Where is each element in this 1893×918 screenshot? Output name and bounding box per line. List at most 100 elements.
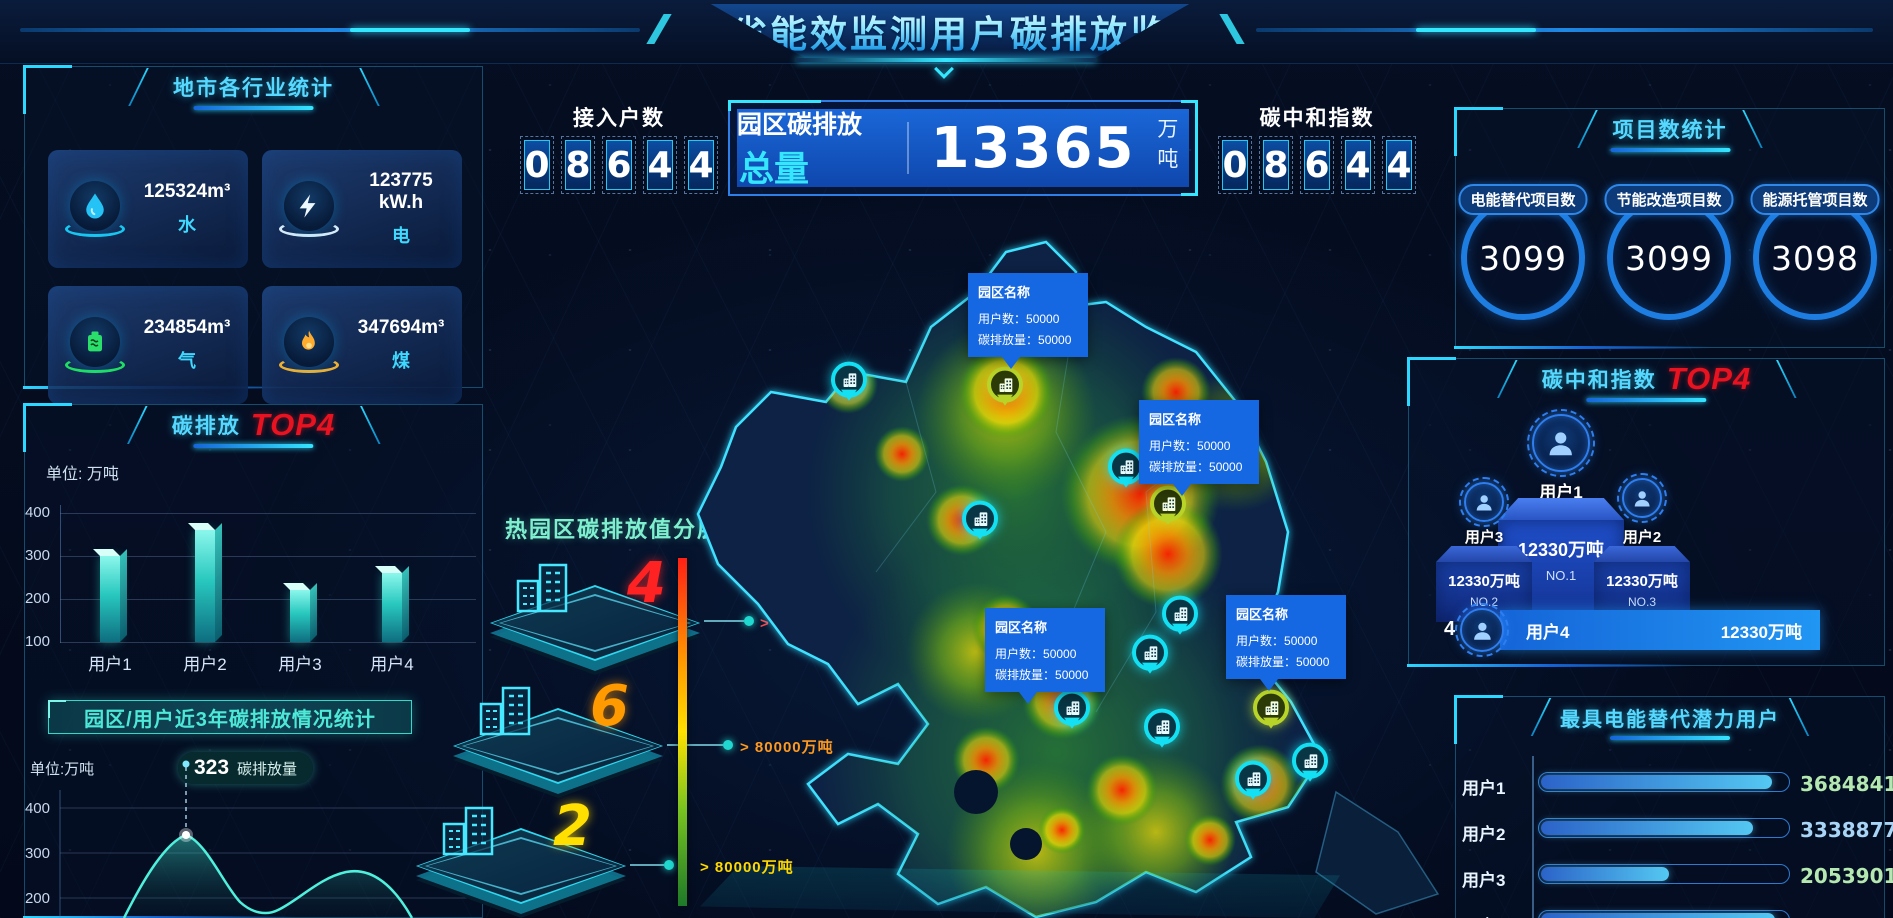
bar-user1 <box>93 549 127 642</box>
park-tooltip: 园区名称 用户数：50000 碳排放量：50000 <box>968 273 1088 369</box>
avatar-rank4 <box>1455 603 1509 657</box>
buildings-icon <box>432 804 504 861</box>
header-tick-left <box>646 14 672 44</box>
rank2-name: 用户3 <box>1464 529 1504 546</box>
total-emission-value: 13365 <box>930 115 1136 181</box>
stat-card-water: 125324m³ 水 <box>48 150 248 268</box>
layer-threshold: > 80000万吨 <box>740 739 834 756</box>
header-underline <box>796 58 1096 62</box>
header-right-decoration <box>1256 28 1873 32</box>
map-pin[interactable] <box>1054 689 1090 726</box>
map-pin[interactable] <box>1144 708 1180 745</box>
rank4-row[interactable]: 用户4 12330万吨 <box>1500 610 1820 650</box>
gridline <box>60 513 476 514</box>
counter-digit: 0 <box>1218 136 1252 194</box>
coal-value: 347694m³ <box>357 317 445 338</box>
line-chart-unit: 单位:万吨 <box>30 761 95 778</box>
counter-digit: 4 <box>684 136 718 194</box>
layer-count: 2 <box>553 794 592 859</box>
heat-colorbar <box>678 558 687 906</box>
counter-digit: 8 <box>561 136 595 194</box>
y-tick: 300 <box>24 547 50 564</box>
neutral-top4-tab: 碳中和指数 TOP4 <box>1496 358 1797 402</box>
layer-platform-3: 2 <box>416 794 626 918</box>
layers-title: 热园区碳排放值分层 <box>505 517 722 542</box>
potential-axis <box>1532 756 1534 918</box>
industry-stats-tab: 地市各行业统计 <box>127 66 380 110</box>
counter-digit: 0 <box>520 136 554 194</box>
header-bar: 全省能效监测用户碳排放监控 <box>0 0 1893 64</box>
electric-value: 123775 kW.h <box>369 170 433 213</box>
map-pin[interactable] <box>1132 634 1168 671</box>
gas-value: 234854m³ <box>143 317 231 338</box>
total-emission-title: 园区碳排放总量 <box>737 110 863 189</box>
history-stats-button[interactable]: 园区/用户近3年碳排放情况统计 <box>48 700 412 734</box>
map-pin[interactable] <box>1162 595 1198 632</box>
y-tick: 200 <box>24 890 50 907</box>
map-pin[interactable] <box>1108 448 1144 485</box>
connector-line <box>630 860 674 870</box>
park-tooltip: 园区名称 用户数：50000 碳排放量：50000 <box>985 608 1105 704</box>
connector-line <box>704 616 754 626</box>
project-count-circle: 3098 <box>1753 196 1877 320</box>
line-chart-tooltip: 323 碳排放量 <box>178 752 314 784</box>
stat-card-gas: 234854m³ 气 <box>48 286 248 404</box>
gridline <box>60 599 476 600</box>
park-tooltip: 园区名称 用户数：50000 碳排放量：50000 <box>1139 400 1259 496</box>
project-type-label: 电能替代项目数 <box>1458 184 1588 215</box>
y-tick: 100 <box>24 633 50 650</box>
counter-digit: 6 <box>602 136 636 194</box>
map-pin[interactable] <box>831 361 867 398</box>
y-axis <box>60 505 61 643</box>
counter-digit: 8 <box>1259 136 1293 194</box>
gas-ring <box>65 357 125 373</box>
top4-badge: TOP4 <box>250 407 336 442</box>
rank3-name: 用户2 <box>1622 529 1662 546</box>
counter-digit: 4 <box>1382 136 1416 194</box>
page-title: 全省能效监测用户碳排放监控 <box>711 4 1189 58</box>
water-label: 水 <box>178 215 196 235</box>
y-tick: 300 <box>24 845 50 862</box>
map-pin[interactable] <box>1235 760 1271 797</box>
potential-row-label: 用户4 <box>1462 912 1522 918</box>
project-count-circle: 3099 <box>1607 196 1731 320</box>
potential-bar <box>1538 818 1790 838</box>
map-pin[interactable] <box>1253 689 1289 726</box>
layer-platform-1: 4 <box>490 551 700 675</box>
bar-category-label: 用户4 <box>370 655 414 674</box>
potential-bar <box>1538 772 1790 792</box>
avatar-rank2 <box>1459 477 1509 527</box>
avatar-rank3 <box>1617 473 1667 523</box>
total-emission-unit: 万吨 <box>1157 118 1179 171</box>
project-type-label: 节能改造项目数 <box>1604 184 1734 215</box>
electric-icon <box>284 181 334 231</box>
layer-count: 4 <box>627 551 666 616</box>
access-count-label: 接入户数 <box>573 107 665 130</box>
emission-top4-panel: 碳排放 TOP4 <box>23 403 483 918</box>
potential-users-panel: 最具电能替代潜力用户 <box>1454 695 1885 918</box>
coal-ring <box>279 357 339 373</box>
rank1-name: 用户1 <box>1539 483 1583 502</box>
top4-badge: TOP4 <box>1666 361 1752 396</box>
y-tick: 400 <box>24 800 50 817</box>
connector-line <box>667 740 733 750</box>
project-count: 3098 <box>1771 238 1859 278</box>
counter-digit: 4 <box>1341 136 1375 194</box>
gridline <box>60 556 476 557</box>
electric-ring <box>279 221 339 237</box>
potential-row-label: 用户2 <box>1462 825 1506 844</box>
map-pin[interactable] <box>1292 742 1328 779</box>
y-tick: 200 <box>24 590 50 607</box>
park-tooltip: 园区名称 用户数：50000 碳排放量：50000 <box>1226 595 1346 691</box>
potential-row-label: 用户3 <box>1462 871 1506 890</box>
project-type-label: 能源托管项目数 <box>1750 184 1880 215</box>
potential-value: 2053901 <box>1800 864 1893 888</box>
map-pin[interactable] <box>962 500 998 537</box>
map-pin[interactable] <box>987 366 1023 403</box>
counter-digit: 6 <box>1300 136 1334 194</box>
history-line-chart <box>59 760 479 918</box>
project-count: 3099 <box>1625 238 1713 278</box>
water-ring <box>65 221 125 237</box>
